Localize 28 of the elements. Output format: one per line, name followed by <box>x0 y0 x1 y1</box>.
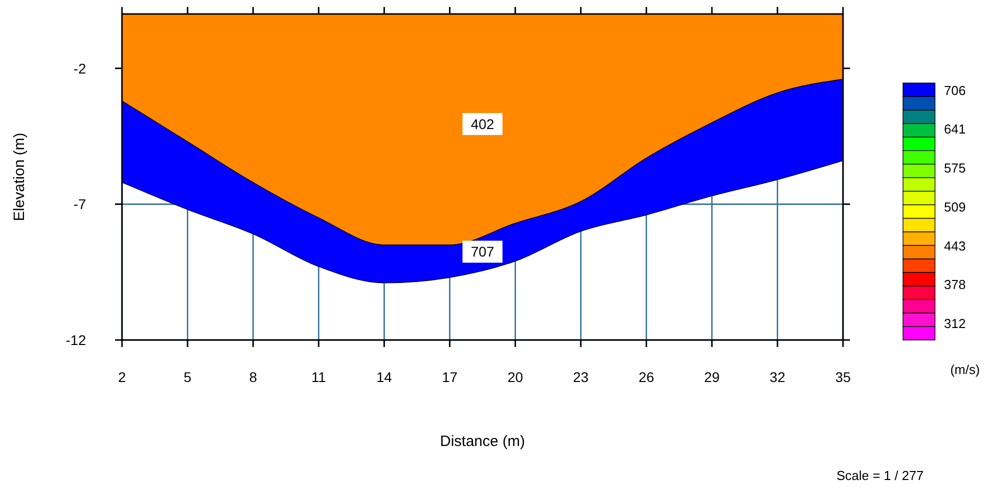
x-tick-label: 29 <box>704 369 720 385</box>
x-tick-label: 2 <box>118 369 126 385</box>
series-label: 402 <box>470 116 494 132</box>
color-bar-label: 509 <box>944 199 966 214</box>
x-tick-label: 14 <box>376 369 392 385</box>
color-bar-label: 443 <box>944 238 966 254</box>
x-tick-label: 17 <box>442 369 458 385</box>
x-tick-label: 11 <box>311 369 326 385</box>
color-bar-label: 312 <box>944 316 966 331</box>
x-tick-label: 26 <box>638 369 654 385</box>
y-tick-label: -12 <box>66 332 86 348</box>
x-tick-label: 23 <box>573 369 589 385</box>
color-bar-label: 641 <box>944 121 966 136</box>
x-tick-label: 35 <box>835 369 851 385</box>
x-axis-title: Distance (m) <box>440 433 526 450</box>
color-bar-title: (m/s) <box>950 362 980 377</box>
color-bar-label: 706 <box>944 83 966 98</box>
x-tick-label: 20 <box>507 369 524 385</box>
color-bar-label: 575 <box>944 160 966 176</box>
series-label: 707 <box>470 244 494 260</box>
x-tick-label: 5 <box>184 369 192 385</box>
x-tick-label: 8 <box>249 369 258 385</box>
y-tick-label: -2 <box>74 60 86 76</box>
text: Scale = 1 / 277 <box>836 468 924 483</box>
y-axis-title: Elevation (m) <box>11 132 28 222</box>
x-tick-label: 32 <box>770 369 786 385</box>
color-bar-label: 378 <box>944 276 966 292</box>
y-tick-label: -7 <box>74 196 86 212</box>
